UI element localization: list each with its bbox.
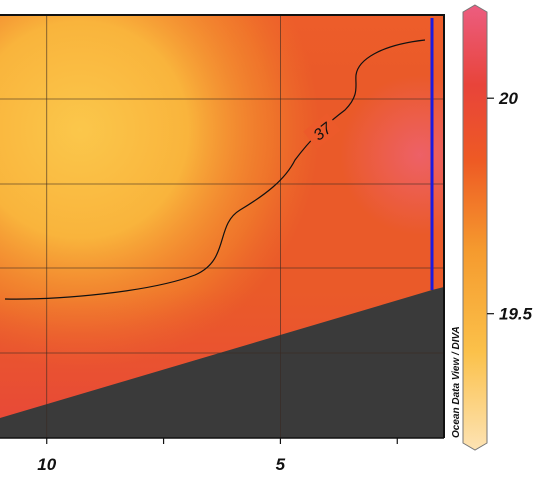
colorbar: 20 19.5 xyxy=(462,4,533,451)
contour-label-bg xyxy=(303,113,341,149)
plot-frame xyxy=(0,14,445,438)
vertical-grid xyxy=(46,15,281,438)
colorbar-ticks xyxy=(487,97,494,315)
x-tick-label-10: 10 xyxy=(37,455,56,474)
x-axis-ticks xyxy=(46,438,398,444)
contour-line xyxy=(4,39,426,300)
grid xyxy=(0,98,444,354)
colorbar-fill xyxy=(462,4,488,451)
bathymetry xyxy=(0,287,444,438)
x-tick-label-5: 5 xyxy=(276,455,286,474)
pink-patch xyxy=(300,60,444,260)
colorbar-label-19-5: 19.5 xyxy=(499,305,533,324)
colorbar-label-20: 20 xyxy=(498,89,518,108)
field-area: 37 xyxy=(0,15,444,438)
watermark: Ocean Data View / DIVA xyxy=(451,326,462,438)
